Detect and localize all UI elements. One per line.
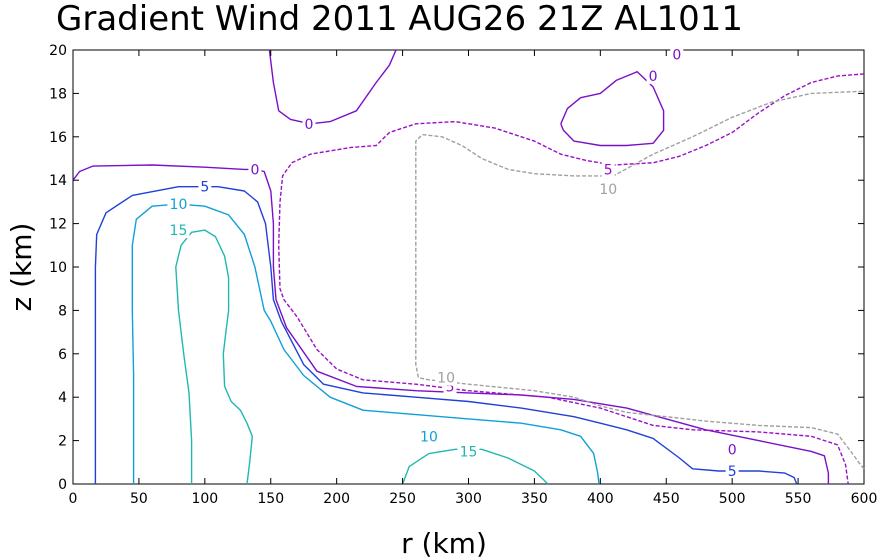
contour-label-bg [457, 443, 480, 460]
y-tick-label: 20 [49, 43, 67, 59]
x-tick-label: 400 [587, 491, 614, 507]
contour-label-bg [417, 428, 440, 445]
y-tick-label: 16 [49, 130, 67, 146]
x-tick-label: 250 [389, 491, 416, 507]
contour-label: 5 [446, 379, 455, 395]
x-axis-title: r (km) [401, 527, 487, 559]
contour-label-bg [601, 161, 615, 178]
x-tick-label: 0 [69, 491, 78, 507]
contour-label: 5 [604, 162, 613, 178]
x-tick-label: 600 [851, 491, 878, 507]
x-tick-label: 500 [719, 491, 746, 507]
y-tick-label: 6 [58, 347, 67, 363]
contour-label-bg [167, 222, 190, 239]
y-axis-title: z (km) [5, 223, 38, 312]
y-axis-ticks: 0 2 4 6 8 10 12 14 16 18 20 [49, 43, 864, 493]
contour-label: 10 [437, 371, 455, 387]
contour-line-0 [268, 49, 397, 125]
contour-label: 0 [250, 162, 259, 178]
x-tick-label: 550 [785, 491, 812, 507]
contour-line-15 [401, 448, 549, 485]
contour-label-bg [435, 369, 458, 386]
y-tick-label: 0 [58, 477, 67, 493]
chart-title: Gradient Wind 2011 AUG26 21Z AL1011 [56, 0, 743, 39]
contour-label: 15 [460, 444, 478, 460]
y-tick-label: 10 [49, 260, 67, 276]
contour-line-0 [560, 71, 665, 147]
contour-line-5 [94, 186, 798, 485]
x-tick-label: 50 [130, 491, 148, 507]
contour-label-bg [725, 441, 739, 458]
contour-label-bg [302, 115, 316, 132]
contour-label-bg [670, 46, 684, 63]
contour-label-bg [597, 180, 620, 197]
contour-label: 0 [305, 117, 314, 133]
contour-label-bg [167, 196, 190, 213]
x-tick-label: 200 [323, 491, 350, 507]
y-tick-label: 12 [49, 217, 67, 233]
y-tick-label: 2 [58, 434, 67, 450]
contour-label: 10 [420, 429, 438, 445]
contour-label: 0 [672, 47, 681, 63]
y-tick-label: 14 [49, 173, 67, 189]
contour-line-15 [175, 229, 253, 485]
contour-line-neg5 [278, 73, 865, 485]
contour-line-neg10 [415, 90, 865, 470]
contour-label-bg [646, 68, 660, 85]
y-tick-label: 4 [58, 390, 67, 406]
contour-label-bg [725, 462, 739, 479]
y-tick-label: 8 [58, 303, 67, 319]
x-tick-label: 450 [653, 491, 680, 507]
contour-label: 10 [599, 182, 617, 198]
contour-label: 0 [728, 442, 737, 458]
contour-label-bg [248, 161, 262, 178]
contour-label-bg [198, 178, 212, 195]
contour-line-0 [72, 164, 830, 484]
y-tick-label: 18 [49, 86, 67, 102]
x-tick-label: 300 [455, 491, 482, 507]
contour-label: 5 [200, 180, 209, 196]
contour-line-10 [131, 203, 600, 485]
contour-label: 5 [728, 464, 737, 480]
contour-label: 10 [170, 197, 188, 213]
x-axis-ticks: 0 50 100 150 200 250 300 350 400 450 500 550 600 [69, 50, 878, 507]
x-tick-label: 350 [521, 491, 548, 507]
x-tick-label: 100 [191, 491, 218, 507]
contour-label: 0 [649, 69, 658, 85]
contour-label: 15 [170, 223, 188, 239]
x-tick-label: 150 [257, 491, 284, 507]
contour-lines [72, 49, 865, 485]
